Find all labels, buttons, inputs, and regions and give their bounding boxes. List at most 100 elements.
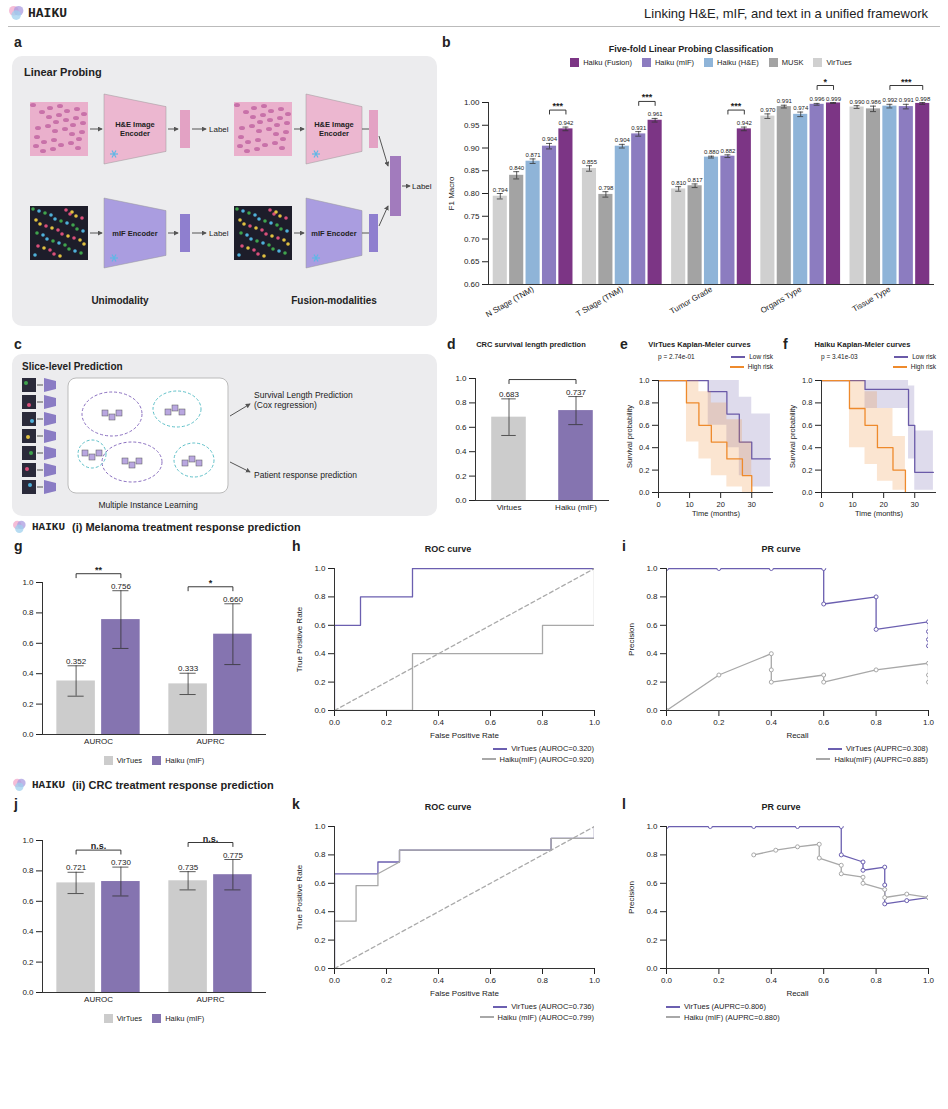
svg-text:20: 20 (716, 500, 724, 509)
svg-text:0.6: 0.6 (22, 639, 34, 648)
svg-text:0.2: 0.2 (802, 466, 812, 475)
svg-text:0.4: 0.4 (766, 976, 778, 985)
svg-text:0.0: 0.0 (22, 730, 34, 739)
svg-text:AUPRC: AUPRC (196, 995, 224, 1004)
svg-text:0.880: 0.880 (704, 149, 720, 155)
svg-text:False Positive Rate: False Positive Rate (430, 989, 499, 998)
svg-text:0.8: 0.8 (646, 850, 658, 859)
svg-text:0.6: 0.6 (485, 976, 497, 985)
svg-text:1.00: 1.00 (464, 98, 480, 107)
svg-text:**: ** (95, 565, 103, 575)
svg-text:0.8: 0.8 (537, 718, 549, 727)
svg-text:0.8: 0.8 (639, 398, 649, 407)
svg-text:0.6: 0.6 (485, 718, 497, 727)
svg-text:0.8: 0.8 (314, 850, 326, 859)
svg-text:0.735: 0.735 (178, 863, 199, 872)
svg-text:0.0: 0.0 (802, 488, 812, 497)
svg-text:0.4: 0.4 (22, 927, 34, 936)
svg-text:0: 0 (656, 500, 660, 509)
svg-text:0.0: 0.0 (314, 706, 326, 715)
svg-text:0.2: 0.2 (314, 678, 326, 687)
svg-text:0.0: 0.0 (329, 718, 341, 727)
svg-text:0.961: 0.961 (648, 111, 664, 117)
svg-text:Organs Type: Organs Type (759, 284, 804, 315)
svg-text:***: *** (901, 77, 912, 87)
svg-text:1.0: 1.0 (646, 564, 658, 573)
svg-text:Unimodality: Unimodality (91, 295, 149, 306)
svg-text:0.70: 0.70 (464, 235, 480, 244)
svg-text:False Positive Rate: False Positive Rate (430, 731, 499, 740)
svg-text:Time (months): Time (months) (692, 509, 741, 518)
svg-text:Virtues: Virtues (497, 503, 522, 512)
svg-text:0.840: 0.840 (509, 165, 525, 171)
svg-text:0.904: 0.904 (615, 137, 631, 143)
svg-text:F1 Macro: F1 Macro (447, 176, 456, 210)
svg-text:0.986: 0.986 (866, 99, 882, 105)
svg-text:0.8: 0.8 (22, 608, 34, 617)
svg-text:0.683: 0.683 (499, 390, 520, 399)
svg-text:30: 30 (748, 500, 756, 509)
svg-text:0.2: 0.2 (22, 958, 34, 967)
svg-text:0.0: 0.0 (455, 496, 467, 505)
svg-text:0.882: 0.882 (720, 148, 736, 154)
svg-text:Linear Probing: Linear Probing (24, 66, 102, 78)
svg-text:0.0: 0.0 (314, 964, 326, 973)
svg-text:0.2: 0.2 (646, 678, 658, 687)
svg-text:Label: Label (209, 229, 229, 238)
svg-text:1.0: 1.0 (639, 376, 649, 385)
svg-text:0.794: 0.794 (493, 187, 509, 193)
svg-text:0.0: 0.0 (329, 976, 341, 985)
svg-text:0.75: 0.75 (464, 212, 480, 221)
svg-text:0.942: 0.942 (558, 120, 574, 126)
svg-text:0.998: 0.998 (915, 96, 931, 102)
svg-text:1.0: 1.0 (802, 376, 812, 385)
svg-text:0.2: 0.2 (381, 718, 393, 727)
svg-text:0.8: 0.8 (537, 976, 549, 985)
svg-text:Haiku (mIF): Haiku (mIF) (555, 503, 597, 512)
svg-text:0.6: 0.6 (639, 421, 649, 430)
svg-text:0.333: 0.333 (178, 664, 199, 673)
svg-text:0.0: 0.0 (661, 976, 673, 985)
svg-text:Survival probability: Survival probability (788, 405, 797, 468)
svg-text:0: 0 (819, 500, 823, 509)
svg-text:0.931: 0.931 (631, 125, 647, 131)
svg-text:0.8: 0.8 (455, 398, 467, 407)
svg-text:10: 10 (848, 500, 856, 509)
svg-text:0.798: 0.798 (598, 185, 614, 191)
svg-text:0.660: 0.660 (223, 595, 244, 604)
svg-text:0.2: 0.2 (381, 976, 393, 985)
svg-text:0.2: 0.2 (22, 700, 34, 709)
svg-text:T Stage (TNM): T Stage (TNM) (574, 284, 624, 318)
svg-text:0.991: 0.991 (899, 97, 915, 103)
svg-text:0.6: 0.6 (314, 879, 326, 888)
svg-text:AUROC: AUROC (84, 995, 113, 1004)
svg-text:0.60: 0.60 (464, 280, 480, 289)
svg-text:0.2: 0.2 (314, 936, 326, 945)
svg-text:0.2: 0.2 (713, 976, 725, 985)
svg-text:0.8: 0.8 (22, 866, 34, 875)
svg-text:Fusion-modalities: Fusion-modalities (291, 295, 377, 306)
svg-text:0.4: 0.4 (646, 907, 658, 916)
svg-text:True Positive Rate: True Positive Rate (295, 864, 304, 930)
svg-text:mIF Encoder: mIF Encoder (112, 229, 158, 238)
svg-text:1.0: 1.0 (589, 976, 601, 985)
svg-text:0.0: 0.0 (22, 988, 34, 997)
svg-text:0.4: 0.4 (314, 907, 326, 916)
svg-text:Patient response prediction: Patient response prediction (254, 470, 357, 480)
svg-text:1.0: 1.0 (314, 822, 326, 831)
svg-text:0.6: 0.6 (314, 621, 326, 630)
svg-text:n.s.: n.s. (203, 834, 219, 844)
svg-text:1.0: 1.0 (455, 374, 467, 383)
svg-text:*: * (209, 578, 213, 588)
svg-text:0.904: 0.904 (542, 136, 558, 142)
svg-text:10: 10 (685, 500, 693, 509)
svg-text:0.855: 0.855 (582, 159, 598, 165)
svg-text:Time (months): Time (months) (855, 509, 904, 518)
svg-text:0.4: 0.4 (646, 649, 658, 658)
svg-text:Tissue Type: Tissue Type (851, 284, 893, 313)
svg-text:0.974: 0.974 (793, 105, 809, 111)
svg-text:0.85: 0.85 (464, 166, 480, 175)
svg-text:Label: Label (412, 182, 432, 191)
svg-text:0.2: 0.2 (713, 718, 725, 727)
svg-text:0.990: 0.990 (850, 99, 866, 105)
